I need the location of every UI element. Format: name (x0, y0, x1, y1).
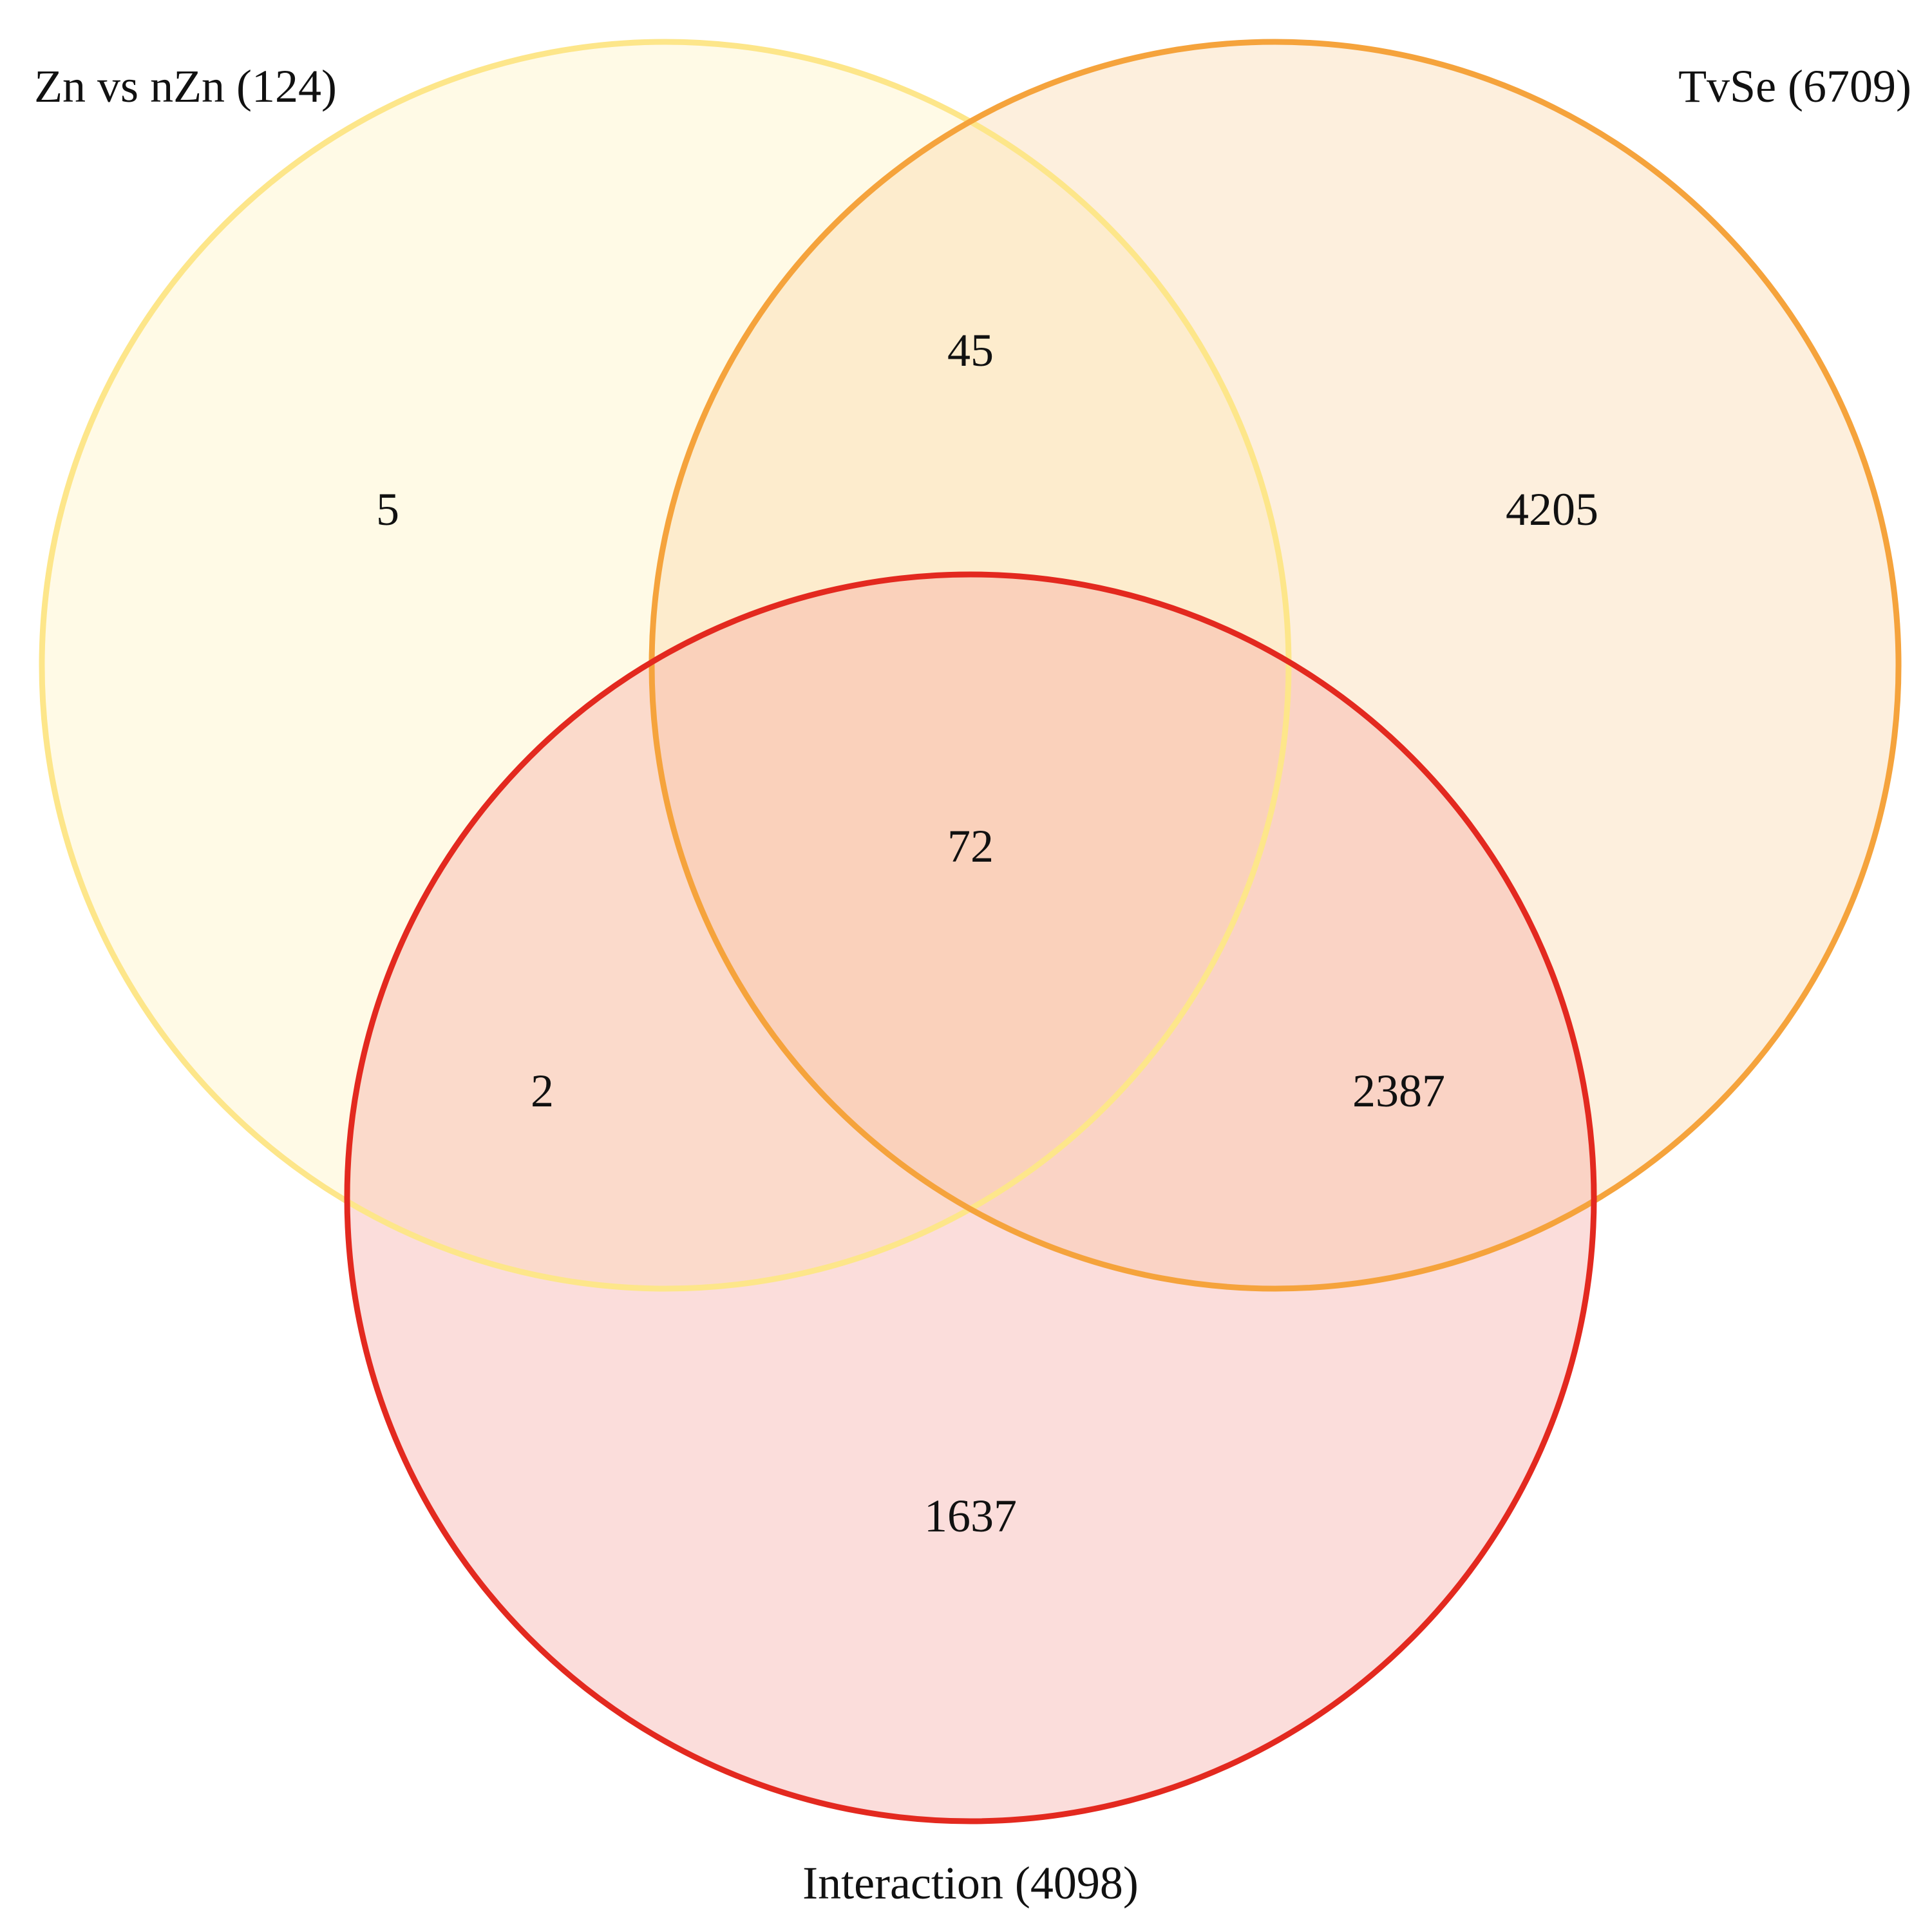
region-count-zn-interaction: 2 (531, 1065, 554, 1117)
region-count-all-three: 72 (947, 820, 994, 872)
region-count-zn-tvse: 45 (947, 325, 994, 376)
region-count-interaction-only: 1637 (924, 1490, 1017, 1542)
set-label-zn: Zn vs nZn (124) (34, 61, 337, 112)
set-label-interaction: Interaction (4098) (802, 1857, 1139, 1909)
set-circle-zn (42, 42, 1289, 1289)
set-outline-interaction (344, 571, 1597, 1824)
set-label-tvse: TvSe (6709) (1678, 61, 1911, 112)
set-circle-interaction (347, 574, 1594, 1821)
set-circle-tvse (652, 42, 1899, 1289)
set-outline-zn (39, 39, 1292, 1292)
region-count-tvse-only: 4205 (1506, 484, 1598, 535)
region-count-tvse-interaction: 2387 (1352, 1065, 1445, 1117)
region-count-zn-only: 5 (376, 484, 399, 535)
